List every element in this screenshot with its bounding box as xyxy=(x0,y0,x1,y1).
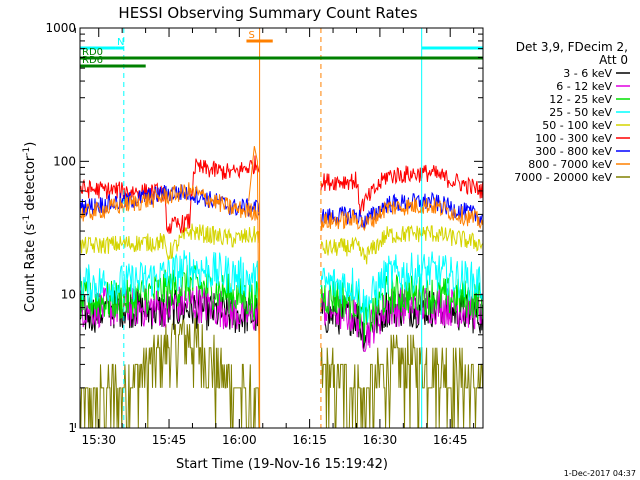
legend-entry-label-1: 6 - 12 keV xyxy=(556,80,612,93)
legend-entry-label-8: 7000 - 20000 keV xyxy=(514,171,612,184)
legend-entry-label-5: 100 - 300 keV xyxy=(535,132,612,145)
legend-header-line2: Att 0 xyxy=(599,53,628,67)
series-line-50to100keV-seg1 xyxy=(320,224,483,265)
y-tick-label-1000: 1000 xyxy=(45,21,76,35)
x-tick-label-16:30: 16:30 xyxy=(363,433,398,447)
series-line-100to300keV-seg0 xyxy=(80,155,260,234)
legend-entry-label-3: 25 - 50 keV xyxy=(549,106,612,119)
series-line-7000to20000keV-seg1 xyxy=(320,334,483,428)
legend-entry-label-4: 50 - 100 keV xyxy=(542,119,612,132)
x-tick-label-16:45: 16:45 xyxy=(433,433,468,447)
legend-entry-label-7: 800 - 7000 keV xyxy=(528,158,612,171)
series-line-800to7000keV-seg1 xyxy=(320,197,483,232)
series-line-50to100keV-seg0 xyxy=(80,223,260,261)
x-tick-label-15:30: 15:30 xyxy=(81,433,116,447)
y-axis: 1 10 100 1000 xyxy=(45,21,483,435)
legend-entry-label-6: 300 - 800 keV xyxy=(535,145,612,158)
legend-header-line1: Det 3,9, FDecim 2, xyxy=(516,40,628,54)
chart-title: HESSI Observing Summary Count Rates xyxy=(118,4,417,22)
x-tick-label-16:15: 16:15 xyxy=(292,433,327,447)
y-axis-label: Count Rate (s-1 detector-1) xyxy=(22,142,38,313)
series-line-100to300keV-seg1 xyxy=(320,164,483,216)
x-tick-label-16:00: 16:00 xyxy=(222,433,257,447)
series-line-12to25keV-seg0 xyxy=(80,264,260,321)
flag-label-S: S xyxy=(248,30,254,41)
flag-label-RD0: RD0 xyxy=(82,47,103,58)
x-axis-label: Start Time (19-Nov-16 15:19:42) xyxy=(176,457,388,472)
series-line-7000to20000keV-seg0 xyxy=(80,315,260,428)
flag-label-N: N xyxy=(117,37,124,48)
plot-frame xyxy=(79,27,484,429)
flag-label-RD6: RD6 xyxy=(82,55,103,66)
x-axis: 15:30 15:45 16:00 16:15 16:30 16:45 xyxy=(74,28,475,447)
series-line-25to50keV-seg0 xyxy=(80,250,260,304)
x-tick-label-15:45: 15:45 xyxy=(152,433,187,447)
series-line-800to7000keV-seg0 xyxy=(80,182,260,222)
series-line-25to50keV-seg1 xyxy=(320,251,483,324)
series-spike xyxy=(248,146,261,428)
legend-entry-label-2: 12 - 25 keV xyxy=(549,93,612,106)
y-tick-label-1: 1 xyxy=(68,421,76,435)
y-tick-label-100: 100 xyxy=(53,154,76,168)
series-group xyxy=(80,146,483,428)
y-tick-label-10: 10 xyxy=(61,288,76,302)
footer-timestamp: 1-Dec-2017 04:37 xyxy=(564,469,636,478)
legend-entry-label-0: 3 - 6 keV xyxy=(563,67,612,80)
